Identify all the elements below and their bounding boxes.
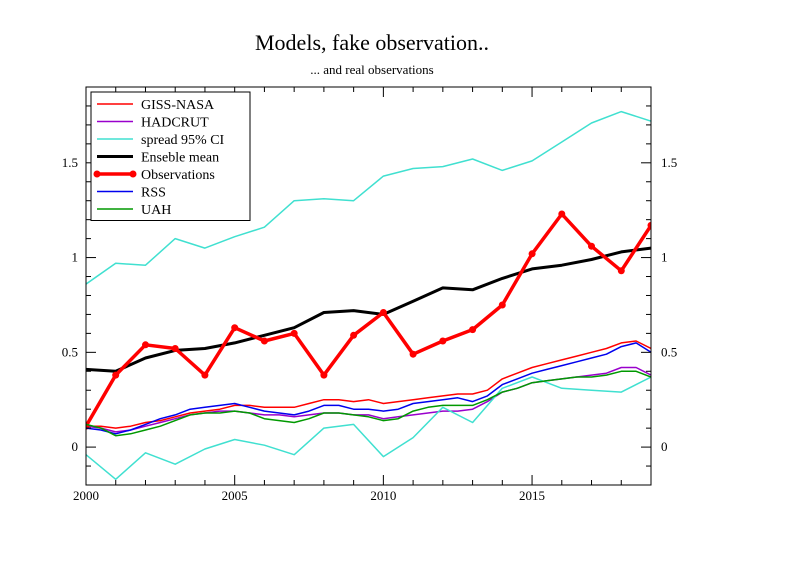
x-tick-label: 2010 — [370, 488, 396, 503]
data-point-observations — [469, 326, 477, 334]
x-tick-label: 2015 — [519, 488, 545, 503]
data-point-observations — [409, 350, 417, 358]
legend-label-rss: RSS — [141, 186, 166, 201]
series-line-giss-nasa — [86, 340, 651, 429]
data-point-observations — [588, 242, 595, 250]
data-point-observations — [320, 371, 328, 379]
legend-label-spread-95-ci: spread 95% CI — [141, 133, 225, 148]
series-line-spread-95-ci-lower — [86, 376, 651, 481]
data-point-observations — [231, 324, 239, 332]
y-tick-label: 0 — [72, 439, 79, 454]
series-line-spread-95-ci — [86, 110, 651, 285]
legend-marker-observations — [93, 170, 101, 178]
legend-label-observations: Observations — [141, 168, 215, 183]
y-tick-label-right: 1 — [661, 250, 668, 265]
y-tick-label-right: 0.5 — [661, 344, 677, 359]
axis-layer: 2000 2005 2010 2015 0 0 0.5 0.5 1 1 1.5 1.5 — [62, 87, 677, 503]
series-line-observations — [86, 212, 651, 428]
data-point-observations — [498, 301, 506, 309]
series-layer — [86, 110, 651, 481]
data-point-observations — [260, 337, 268, 345]
data-point-observations — [290, 329, 298, 337]
x-tick-label: 2005 — [222, 488, 248, 503]
legend-label-hadcrut: HADCRUT — [141, 116, 209, 131]
chart-title: Models, fake observation.. — [255, 30, 489, 55]
data-point-observations — [439, 337, 447, 345]
legend-marker-observations — [129, 170, 137, 178]
data-point-observations — [647, 221, 651, 229]
data-point-observations — [350, 331, 358, 339]
x-tick-label: 2000 — [73, 488, 99, 503]
plot-frame — [85, 86, 652, 486]
data-point-observations — [112, 371, 120, 379]
series-line-enseble-mean — [86, 246, 651, 373]
data-point-observations — [201, 371, 209, 379]
series-line-uah — [86, 370, 651, 437]
series-line-rss — [86, 342, 651, 435]
data-point-observations — [617, 267, 625, 275]
data-point-observations — [528, 250, 536, 258]
y-tick-label: 1 — [72, 250, 79, 265]
legend-label-uah: UAH — [141, 203, 171, 218]
chart-subtitle: ... and real observations — [310, 62, 433, 77]
data-point-observations — [379, 309, 387, 316]
legend-label-enseble-mean: Enseble mean — [141, 151, 219, 166]
legend-label-giss-nasa: GISS-NASA — [141, 98, 215, 113]
data-point-observations — [558, 210, 566, 218]
y-tick-label-right: 0 — [661, 439, 668, 454]
y-tick-label: 0.5 — [62, 344, 78, 359]
data-point-observations — [142, 341, 149, 349]
data-point-observations — [171, 345, 179, 352]
y-tick-label-right: 1.5 — [661, 155, 677, 170]
legend: GISS-NASA HADCRUT spread 95% CI Enseble mea… — [90, 91, 251, 221]
y-tick-label: 1.5 — [62, 155, 78, 170]
